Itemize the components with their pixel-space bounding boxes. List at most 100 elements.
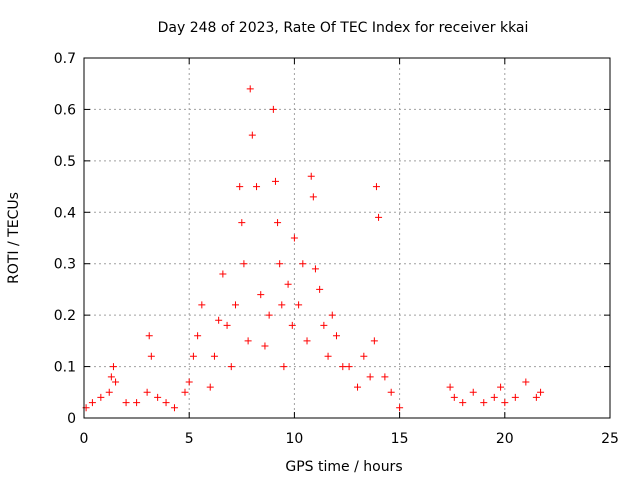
data-point	[360, 352, 368, 360]
data-point	[269, 105, 277, 113]
data-point	[244, 337, 252, 345]
data-point	[501, 399, 509, 407]
data-point	[122, 399, 130, 407]
y-tick-label: 0.6	[54, 102, 76, 118]
data-point	[480, 399, 488, 407]
data-point	[345, 363, 353, 371]
data-point	[309, 193, 317, 201]
y-axis-label: ROTI / TECUs	[6, 192, 22, 284]
data-point	[162, 399, 170, 407]
data-point	[532, 393, 540, 401]
data-point	[284, 280, 292, 288]
data-point	[170, 404, 178, 412]
data-point	[181, 388, 189, 396]
grid	[84, 58, 610, 418]
y-tick-label: 0.7	[54, 51, 76, 67]
data-point	[194, 332, 202, 340]
data-point	[522, 378, 530, 386]
data-point	[271, 177, 279, 185]
data-point	[339, 363, 347, 371]
data-point	[198, 301, 206, 309]
data-point	[147, 352, 155, 360]
data-point	[236, 183, 244, 191]
data-point	[112, 378, 120, 386]
data-points	[82, 85, 545, 412]
data-point	[288, 321, 296, 329]
data-point	[261, 342, 269, 350]
data-point	[459, 399, 467, 407]
data-point	[274, 219, 282, 227]
data-point	[109, 363, 117, 371]
data-point	[511, 393, 519, 401]
data-point	[253, 183, 261, 191]
data-point	[366, 373, 374, 381]
data-point	[189, 352, 197, 360]
data-point	[497, 383, 505, 391]
y-tick-label: 0.4	[54, 205, 76, 221]
data-point	[276, 260, 284, 268]
data-point	[311, 265, 319, 273]
axis-ticks: 0 0.1 0.2 0.3 0.4 0.5 0.6 0.7 0 5 10 15 20 25	[54, 51, 619, 447]
x-tick-label: 15	[391, 431, 409, 447]
data-point	[223, 321, 231, 329]
data-point	[280, 363, 288, 371]
data-point	[210, 352, 218, 360]
data-point	[387, 388, 395, 396]
data-point	[295, 301, 303, 309]
data-point	[370, 337, 378, 345]
y-tick-label: 0.5	[54, 154, 76, 170]
x-tick-label: 20	[496, 431, 514, 447]
data-point	[97, 393, 105, 401]
data-point	[446, 383, 454, 391]
data-point	[303, 337, 311, 345]
data-point	[307, 172, 315, 180]
data-point	[381, 373, 389, 381]
x-tick-label: 10	[285, 431, 303, 447]
x-tick-label: 5	[185, 431, 194, 447]
data-point	[372, 183, 380, 191]
data-point	[450, 393, 458, 401]
data-point	[219, 270, 227, 278]
data-point	[215, 316, 223, 324]
y-tick-label: 0.1	[54, 360, 76, 376]
data-point	[107, 373, 115, 381]
data-point	[396, 404, 404, 412]
data-point	[257, 291, 265, 299]
x-axis-label: GPS time / hours	[285, 459, 402, 475]
chart-title: Day 248 of 2023, Rate Of TEC Index for r…	[158, 20, 529, 36]
data-point	[248, 131, 256, 139]
data-point	[469, 388, 477, 396]
data-point	[145, 332, 153, 340]
data-point	[154, 393, 162, 401]
data-point	[143, 388, 151, 396]
data-point	[231, 301, 239, 309]
data-point	[246, 85, 254, 93]
data-point	[320, 321, 328, 329]
data-point	[332, 332, 340, 340]
data-point	[105, 388, 113, 396]
data-point	[324, 352, 332, 360]
x-tick-label: 0	[80, 431, 89, 447]
data-point	[185, 378, 193, 386]
data-point	[290, 234, 298, 242]
plot-frame	[83, 57, 611, 419]
data-point	[375, 213, 383, 221]
data-point	[265, 311, 273, 319]
y-tick-label: 0	[67, 411, 76, 427]
data-point	[278, 301, 286, 309]
data-point	[206, 383, 214, 391]
data-point	[227, 363, 235, 371]
y-tick-label: 0.3	[54, 257, 76, 273]
data-point	[490, 393, 498, 401]
y-tick-label: 0.2	[54, 308, 76, 324]
data-point	[133, 399, 141, 407]
data-point	[316, 285, 324, 293]
data-point	[238, 219, 246, 227]
x-tick-label: 25	[601, 431, 619, 447]
data-point	[299, 260, 307, 268]
data-point	[537, 388, 545, 396]
data-point	[240, 260, 248, 268]
data-point	[354, 383, 362, 391]
data-point	[328, 311, 336, 319]
